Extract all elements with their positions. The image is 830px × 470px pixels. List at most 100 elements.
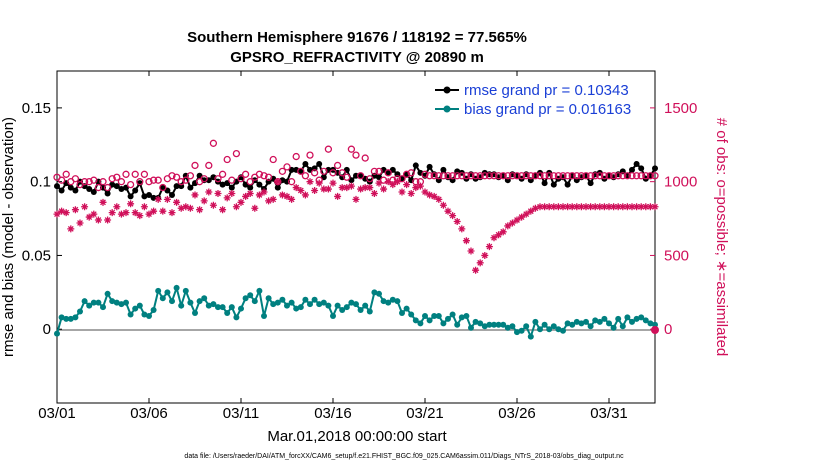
series-obs_assimilated-point-4: [71, 206, 79, 214]
series-bias-point-104: [532, 318, 539, 325]
series-bias-point-18: [136, 302, 143, 309]
series-obs_possible-point-87: [453, 172, 461, 180]
series-obs_assimilated-point-110: [559, 203, 567, 211]
series-obs_possible-point-27: [177, 178, 185, 186]
series-obs_possible-point-20: [145, 178, 153, 186]
series-bias-point-19: [141, 311, 148, 318]
series-obs_assimilated-point-12: [108, 209, 116, 217]
series-obs_possible-point-39: [232, 149, 241, 158]
series-bias-point-7: [86, 302, 93, 309]
series-bias-point-13: [113, 299, 120, 306]
series-obs_possible-point-65: [352, 151, 360, 159]
series-obs_assimilated-point-84: [439, 201, 447, 209]
series-obs_assimilated-point-38: [228, 189, 236, 197]
series-obs_possible-point-88: [458, 172, 466, 180]
series-bias-point-38: [228, 304, 235, 311]
series-obs_possible-point-91: [471, 172, 480, 180]
series-obs_assimilated-point-115: [582, 203, 590, 211]
series-bias-point-119: [601, 315, 608, 322]
series-bias-point-28: [182, 287, 189, 294]
chart-title-line1: Southern Hemisphere 91676 / 118192 = 77.…: [187, 29, 527, 46]
series-obs_assimilated-point-53: [297, 187, 305, 195]
series-obs_possible-point-127: [637, 172, 645, 180]
x-tick-label-3: 03/16: [314, 405, 352, 422]
series-bias-point-21: [150, 307, 157, 314]
series-bias-point-87: [454, 321, 461, 328]
series-obs_assimilated-point-52: [292, 184, 300, 192]
series-bias-point-8: [90, 299, 97, 306]
plot-area-box: [56, 70, 656, 404]
series-bias-point-52: [293, 305, 300, 312]
series-obs_possible-point-129: [646, 172, 655, 180]
series-obs_assimilated-point-54: [301, 191, 309, 199]
series-bias-point-37: [224, 309, 231, 316]
series-rmse-point-111: [564, 181, 571, 188]
series-obs_possible-point-1: [57, 176, 66, 184]
series-rmse-point-81: [426, 163, 433, 170]
series-obs_assimilated-point-121: [610, 203, 618, 211]
series-rmse-point-125: [629, 166, 635, 173]
series-rmse-point-108: [550, 181, 557, 188]
series-obs_possible-point-123: [619, 172, 627, 180]
series-obs_assimilated-point-87: [453, 218, 461, 226]
series-bias-point-128: [642, 317, 649, 324]
series-obs_assimilated-point-51: [288, 195, 296, 203]
series-bias-point-120: [606, 320, 612, 327]
series-rmse-point-7: [86, 186, 93, 193]
series-rmse-point-11: [104, 190, 111, 197]
series-rmse-point-48: [274, 184, 281, 191]
series-obs_possible-point-49: [278, 167, 287, 175]
series-obs_assimilated-point-127: [637, 203, 645, 211]
series-rmse-point-116: [587, 180, 594, 187]
series-obs_possible-point-98: [504, 172, 512, 180]
series-bias-point-122: [615, 315, 622, 322]
series-bias-point-74: [394, 298, 401, 305]
series-obs_assimilated-point-123: [619, 203, 627, 211]
series-obs_possible-point-119: [600, 172, 609, 180]
series-obs_possible-point-40: [237, 175, 245, 183]
series-bias-point-59: [325, 302, 332, 309]
series-obs_assimilated-point-80: [421, 188, 429, 196]
series-bias-point-34: [210, 301, 217, 308]
series-bias-point-116: [587, 323, 594, 330]
series-obs_possible-point-46: [264, 173, 273, 181]
series-obs_assimilated-point-65: [352, 195, 360, 203]
y-left-tick-label-1: 0.05: [22, 247, 51, 264]
series-obs_possible-point-72: [384, 169, 392, 177]
series-obs_assimilated-point-32: [200, 197, 208, 205]
series-rmse-point-4: [72, 187, 79, 194]
series-obs_possible-point-30: [191, 161, 199, 170]
series-obs_assimilated-point-48: [274, 178, 282, 186]
series-bias-point-0: [54, 330, 60, 337]
series-obs_assimilated-point-75: [398, 188, 406, 196]
series-obs_possible-point-56: [310, 169, 319, 177]
series-obs_assimilated-point-50: [283, 192, 291, 200]
series-bias-point-115: [583, 318, 589, 325]
series-obs_assimilated-point-79: [416, 182, 424, 190]
axis-ticks-group: 03/01 03/06 03/11 03/16 03/21 03/26 03/31 0 0.05…: [22, 71, 697, 422]
series-obs_possible-point-10: [99, 178, 107, 186]
series-obs_possible-point-67: [361, 154, 369, 162]
series-rmse-point-17: [132, 187, 139, 194]
footer-data-file: data file: /Users/raeder/DAI/ATM_forcXX/…: [184, 453, 624, 460]
series-bias-point-48: [274, 299, 281, 306]
series-obs_possible-point-58: [320, 167, 328, 175]
series-bias-point-39: [233, 314, 240, 321]
series-bias-point-30: [192, 309, 198, 316]
series-obs_possible-point-36: [218, 170, 227, 178]
series-obs_possible-point-90: [467, 172, 475, 180]
series-bias-point-88: [458, 314, 465, 321]
series-obs_possible-point-111: [563, 172, 572, 180]
y-left-tick-label-2: 0.1: [30, 174, 51, 191]
series-bias-point-56: [311, 296, 318, 303]
series-bias-point-5: [77, 308, 83, 315]
series-obs_assimilated-point-10: [99, 198, 107, 206]
series-bias-point-46: [265, 295, 272, 302]
series-obs_assimilated-point-45: [260, 188, 268, 196]
series-bias-point-55: [307, 301, 313, 308]
x-tick-label-2: 03/11: [223, 405, 259, 422]
series-obs_assimilated-point-35: [214, 189, 222, 197]
series-obs_possible-point-16: [126, 180, 135, 189]
series-obs_possible-point-11: [103, 183, 112, 192]
